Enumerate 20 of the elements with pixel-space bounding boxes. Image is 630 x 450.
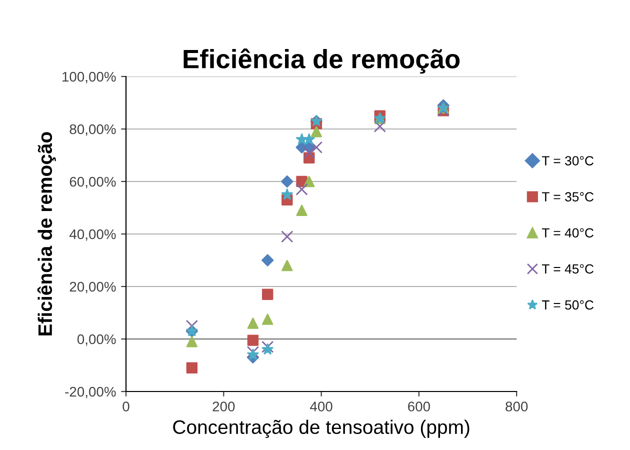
y-tick-label: -20,00% — [65, 386, 116, 398]
x-tick-label: 600 — [408, 402, 430, 412]
x-tick-label: 400 — [310, 402, 332, 412]
y-tick-label: 100,00% — [62, 72, 116, 84]
legend-label: T = 35°C — [542, 192, 594, 202]
y-axis-title: Eficiência de remoção — [37, 132, 56, 336]
x-tick-label: 200 — [212, 402, 235, 412]
legend-label: T = 50°C — [542, 300, 594, 310]
chart-title: Eficiência de remoção — [184, 48, 460, 74]
x-axis-title: Concentração de tensoativo (ppm) — [173, 420, 470, 438]
y-tick-label: 80,00% — [70, 124, 116, 136]
legend-label: T = 30°C — [542, 156, 594, 166]
y-tick-label: 0,00% — [77, 334, 116, 346]
x-tick-label: 0 — [122, 402, 130, 412]
legend-label: T = 45°C — [542, 264, 594, 274]
x-tick-label: 800 — [506, 402, 528, 412]
legend-label: T = 40°C — [542, 228, 594, 238]
y-tick-label: 60,00% — [70, 176, 116, 188]
y-tick-label: 40,00% — [69, 229, 116, 241]
y-tick-label: 20,00% — [70, 282, 116, 294]
